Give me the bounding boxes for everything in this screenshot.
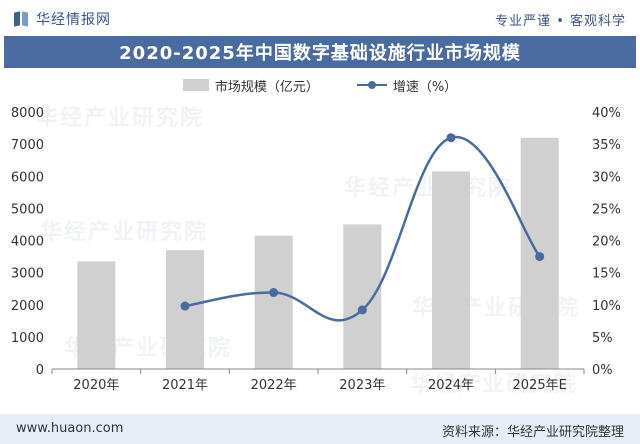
x-tick-label: 2024年 <box>428 378 474 393</box>
left-tick-label: 7000 <box>11 138 44 153</box>
brand: 华经情报网 <box>14 9 111 29</box>
growth-line <box>184 135 541 322</box>
left-tick-label: 0 <box>36 363 44 378</box>
bar-0 <box>77 261 116 369</box>
legend-bar-label: 市场规模（亿元） <box>214 79 319 95</box>
legend-line-label: 增速（%） <box>392 79 458 95</box>
growth-points <box>180 133 545 315</box>
footer-source: 资料来源：华经产业研究院整理 <box>441 425 624 440</box>
bar-series <box>77 137 559 369</box>
left-tick-label: 1000 <box>11 331 44 346</box>
left-tick-label: 4000 <box>11 235 44 250</box>
left-tick-label: 3000 <box>11 267 44 282</box>
left-tick-label: 5000 <box>11 202 44 217</box>
legend-bar-swatch <box>182 79 209 91</box>
x-tick-label: 2020年 <box>73 378 119 393</box>
growth-point-3 <box>446 133 456 143</box>
slogan: 专业严谨 • 客观科学 <box>495 14 626 29</box>
growth-point-1 <box>269 288 279 298</box>
title-bar: 2020-2025年中国数字基础设施行业市场规模 <box>4 36 636 68</box>
chart-title: 2020-2025年中国数字基础设施行业市场规模 <box>119 43 521 64</box>
legend-item-line: 增速（%） <box>356 76 458 95</box>
top-bar: 华经情报网 专业严谨 • 客观科学 <box>0 0 640 36</box>
logo-icon <box>14 11 30 27</box>
brand-name: 华经情报网 <box>36 12 111 28</box>
right-axis-ticks: 0% 5% 10% 15% 20% 25% 30% 35% 40% <box>592 106 621 378</box>
right-tick-label: 0% <box>592 363 613 378</box>
right-tick-label: 20% <box>592 235 621 250</box>
x-axis-ticks: 2020年 2021年 2022年 2023年 2024年 2025年E <box>51 369 585 393</box>
x-tick-label: 2023年 <box>339 378 385 393</box>
x-tick-label: 2022年 <box>251 378 297 393</box>
left-tick-label: 6000 <box>11 170 44 185</box>
right-tick-label: 25% <box>592 202 621 217</box>
right-tick-label: 5% <box>592 331 613 346</box>
legend-item-bar: 市场规模（亿元） <box>182 76 319 95</box>
legend-line-swatch <box>356 79 387 91</box>
x-tick-label: 2025年E <box>513 378 567 393</box>
x-tick-label: 2021年 <box>162 378 208 393</box>
legend: 市场规模（亿元） 增速（%） <box>0 74 640 96</box>
growth-point-4 <box>535 252 545 262</box>
right-tick-label: 40% <box>592 106 621 121</box>
footer-url: www.huaon.com <box>16 421 124 436</box>
growth-point-2 <box>357 305 367 315</box>
left-tick-label: 2000 <box>11 299 44 314</box>
left-axis-ticks: 0 1000 2000 3000 4000 5000 6000 7000 8000 <box>11 106 44 378</box>
footer: www.huaon.com 资料来源：华经产业研究院整理 <box>0 414 640 444</box>
right-tick-label: 30% <box>592 170 621 185</box>
chart-area: 0 1000 2000 3000 4000 5000 6000 7000 8000 0% 5% 10… <box>11 106 621 393</box>
right-tick-label: 10% <box>592 299 621 314</box>
right-tick-label: 35% <box>592 138 621 153</box>
bar-3 <box>343 224 382 369</box>
growth-point-0 <box>180 301 190 311</box>
bar-2 <box>254 235 293 369</box>
right-tick-label: 15% <box>592 267 621 282</box>
bar-4 <box>432 171 470 369</box>
left-tick-label: 8000 <box>11 106 44 121</box>
